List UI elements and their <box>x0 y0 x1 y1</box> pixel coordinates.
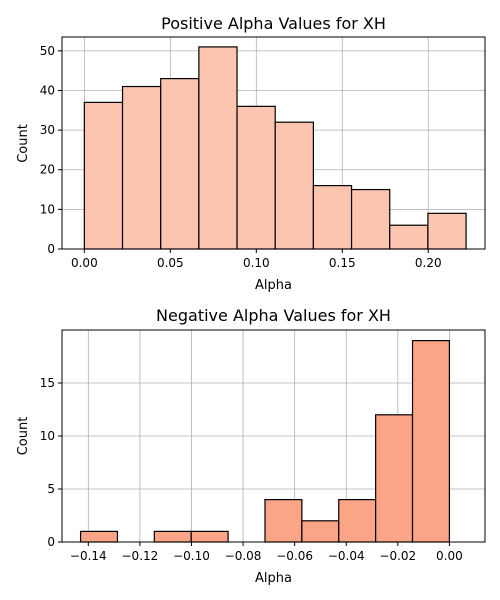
chart-title: Positive Alpha Values for XH <box>161 14 386 33</box>
axes-border <box>61 36 486 250</box>
y-tick-label: 5 <box>47 482 55 496</box>
histogram-bar <box>190 530 229 543</box>
chart-title: Negative Alpha Values for XH <box>156 306 391 325</box>
y-tick-label: 20 <box>40 163 55 177</box>
y-tick-label: 15 <box>40 376 55 390</box>
y-tick-label: 0 <box>47 242 55 256</box>
x-tick-label: −0.08 <box>225 549 262 563</box>
x-tick-label: 0.00 <box>436 549 463 563</box>
x-tick-label: −0.12 <box>122 549 159 563</box>
histogram-bar <box>350 188 391 250</box>
histogram-bar <box>375 414 414 543</box>
histogram-bar <box>312 184 353 250</box>
x-axis-ticks: 0.00 0.05 0.10 0.15 0.20 <box>71 249 442 270</box>
positive-alpha-histogram: Positive Alpha Values for XH 0.00 0.05 0.1… <box>16 14 486 293</box>
x-tick-label: 0.20 <box>415 256 442 270</box>
x-tick-label: 0.05 <box>157 256 184 270</box>
axes-frame <box>61 36 486 250</box>
histogram-bars <box>83 46 467 250</box>
histogram-bar <box>83 101 124 250</box>
x-tick-label: −0.14 <box>70 549 107 563</box>
x-axis-label: Alpha <box>255 571 292 586</box>
x-tick-label: 0.10 <box>243 256 270 270</box>
x-axis-label: Alpha <box>255 278 292 293</box>
histogram-bar <box>264 499 303 543</box>
x-axis-ticks: −0.14 −0.12 −0.10 −0.08 −0.06 −0.04 −0.02 0.00 <box>70 542 463 563</box>
y-tick-label: 50 <box>40 44 55 58</box>
x-tick-label: −0.10 <box>173 549 210 563</box>
histogram-bar <box>236 105 276 250</box>
x-tick-label: 0.15 <box>329 256 356 270</box>
histogram-bar <box>79 530 119 543</box>
negative-alpha-histogram: Negative Alpha Values for XH −0.14 −0.12−… <box>16 306 486 586</box>
histogram-bar <box>427 212 467 250</box>
histogram-bar <box>160 78 200 250</box>
x-tick-label: 0.00 <box>71 256 98 270</box>
y-axis-label: Count <box>16 417 31 456</box>
histogram-bar <box>153 530 192 543</box>
histogram-bar <box>389 224 429 250</box>
histogram-bar <box>274 121 314 250</box>
x-tick-label: −0.06 <box>276 549 313 563</box>
y-axis-ticks: 0 5 10 15 <box>40 376 62 549</box>
y-tick-label: 40 <box>40 83 55 97</box>
x-tick-label: −0.02 <box>379 549 416 563</box>
y-axis-label: Count <box>16 124 31 163</box>
y-tick-label: 0 <box>47 535 55 549</box>
x-tick-label: −0.04 <box>328 549 365 563</box>
y-tick-label: 10 <box>40 429 55 443</box>
histogram-bar <box>338 499 377 543</box>
histogram-bar <box>411 340 451 543</box>
y-tick-label: 10 <box>40 202 55 216</box>
histogram-bar <box>198 46 238 250</box>
histogram-bar <box>121 85 162 250</box>
histogram-bar <box>301 520 340 543</box>
y-axis-ticks: 0 10 20 30 40 50 <box>40 44 62 256</box>
y-tick-label: 30 <box>40 123 55 137</box>
histogram-bars <box>79 340 451 543</box>
